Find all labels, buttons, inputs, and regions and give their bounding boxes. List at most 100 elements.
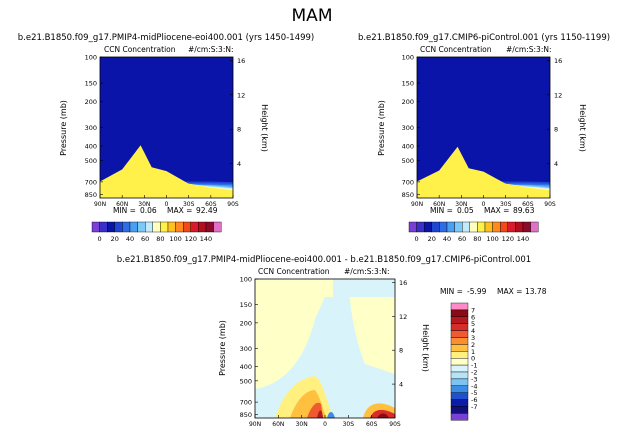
max-value: 92.49 — [196, 206, 218, 215]
min-value: 0.06 — [140, 206, 157, 215]
contour-region — [348, 279, 395, 297]
colorbar-swatch — [450, 358, 469, 366]
y2-tick-label: 8 — [554, 126, 558, 134]
min-label: MIN = — [440, 287, 463, 296]
y-tick-label: 400 — [402, 142, 414, 150]
contour-field — [100, 145, 233, 198]
colorbar-label: 80 — [473, 235, 481, 243]
max-label: MAX = — [484, 206, 509, 215]
colorbar-label: 0 — [98, 235, 102, 243]
y-tick-label: 150 — [402, 80, 414, 88]
colorbar-label: 60 — [458, 235, 466, 243]
y-tick-label: 300 — [85, 124, 97, 132]
y-tick-label: 500 — [240, 377, 252, 385]
y2-tick-label: 4 — [399, 381, 403, 389]
x-tick-label: 30S — [343, 421, 355, 428]
colorbar-label: -1 — [471, 362, 477, 370]
y-tick-label: 500 — [402, 157, 414, 165]
x-tick-label: 60N — [433, 201, 445, 208]
y-axis-label: Pressure (mb) — [377, 100, 386, 156]
x-tick-label: 30N — [296, 421, 308, 428]
colorbar-swatch — [431, 221, 440, 233]
x-tick-label: 60N — [116, 201, 128, 208]
colorbar-swatch — [106, 221, 115, 233]
y-axis-label: Pressure (mb) — [59, 100, 68, 156]
y-tick-label: 100 — [402, 54, 414, 62]
panel-title: b.e21.B1850.f09_g17.PMIP4-midPliocene-eo… — [117, 255, 531, 265]
colorbar-label: 0 — [415, 235, 419, 243]
y-tick-label: 300 — [402, 124, 414, 132]
y-tick-label: 200 — [85, 98, 97, 106]
y2-tick-label: 4 — [237, 160, 241, 168]
variable-name: CCN Concentration — [420, 45, 492, 54]
colorbar-swatch — [530, 221, 539, 233]
colorbar-label: 100 — [486, 235, 498, 243]
colorbar-swatch — [99, 221, 108, 233]
colorbar-swatch — [462, 221, 471, 233]
y-tick-label: 700 — [402, 178, 414, 186]
colorbar-label: 7 — [471, 306, 475, 314]
colorbar-swatch — [122, 221, 131, 233]
colorbar-swatch — [144, 221, 153, 233]
colorbar-swatch — [450, 323, 469, 331]
colorbar-swatch — [424, 221, 433, 233]
y2-axis-label: Height (km) — [260, 104, 269, 152]
colorbar-swatch — [198, 221, 207, 233]
y-tick-label: 400 — [240, 363, 252, 371]
x-tick-label: 30S — [183, 201, 195, 208]
colorbar-swatch — [450, 309, 469, 317]
x-tick-label: 90S — [227, 201, 239, 208]
variable-name: CCN Concentration — [258, 267, 330, 276]
y2-tick-label: 8 — [399, 347, 403, 355]
min-value: -5.99 — [467, 287, 487, 296]
colorbar-label: 5 — [471, 320, 475, 328]
colorbar-label: 20 — [111, 235, 119, 243]
colorbar-swatch — [492, 221, 501, 233]
colorbar-swatch — [450, 385, 469, 393]
colorbar-swatch — [446, 221, 455, 233]
colorbar-label: 2 — [471, 341, 475, 349]
contour-band — [417, 146, 550, 198]
y-tick-label: 700 — [85, 178, 97, 186]
x-tick-label: 90N — [94, 201, 106, 208]
contour-field — [255, 279, 395, 418]
y-tick-label: 850 — [240, 411, 252, 419]
colorbar-swatch — [522, 221, 531, 233]
colorbar-swatch — [129, 221, 138, 233]
x-tick-label: 60S — [366, 421, 378, 428]
max-label: MAX = — [497, 287, 522, 296]
units-label: #/cm:S:3:N: — [344, 267, 390, 276]
max-value: 89.63 — [513, 206, 535, 215]
x-tick-label: 0 — [323, 421, 327, 428]
panel-difference: b.e21.B1850.f09_g17.PMIP4-midPliocene-eo… — [117, 255, 547, 428]
variable-name: CCN Concentration — [104, 45, 176, 54]
colorbar-swatch — [213, 221, 222, 233]
y2-tick-label: 8 — [237, 126, 241, 134]
x-tick-label: 90N — [249, 421, 261, 428]
max-label: MAX = — [167, 206, 192, 215]
x-tick-label: 0 — [482, 201, 486, 208]
y-tick-label: 150 — [85, 80, 97, 88]
contour-region — [255, 279, 333, 297]
colorbar-label: 3 — [471, 334, 475, 342]
colorbar-swatch — [507, 221, 516, 233]
y-axis-label: Pressure (mb) — [218, 320, 227, 376]
colorbar-swatch — [450, 351, 469, 359]
colorbar-swatch — [408, 221, 417, 233]
min-label: MIN = — [113, 206, 136, 215]
panel-title: b.e21.B1850.f09_g17.CMIP6-piControl.001 … — [358, 33, 610, 43]
colorbar-label: 100 — [169, 235, 181, 243]
x-tick-label: 30N — [455, 201, 467, 208]
y-tick-label: 500 — [85, 157, 97, 165]
panel-pliocene: b.e21.B1850.f09_g17.PMIP4-midPliocene-eo… — [18, 33, 314, 243]
y-tick-label: 300 — [240, 345, 252, 353]
contour-band — [100, 145, 233, 198]
y2-tick-label: 12 — [554, 91, 562, 99]
colorbar-label: -7 — [471, 403, 477, 411]
y-tick-label: 850 — [85, 191, 97, 199]
colorbar-swatch — [450, 392, 469, 400]
y-tick-label: 100 — [85, 54, 97, 62]
x-tick-label: 60S — [205, 201, 217, 208]
colorbar-label: -2 — [471, 369, 477, 377]
colorbar-label: -3 — [471, 375, 477, 383]
